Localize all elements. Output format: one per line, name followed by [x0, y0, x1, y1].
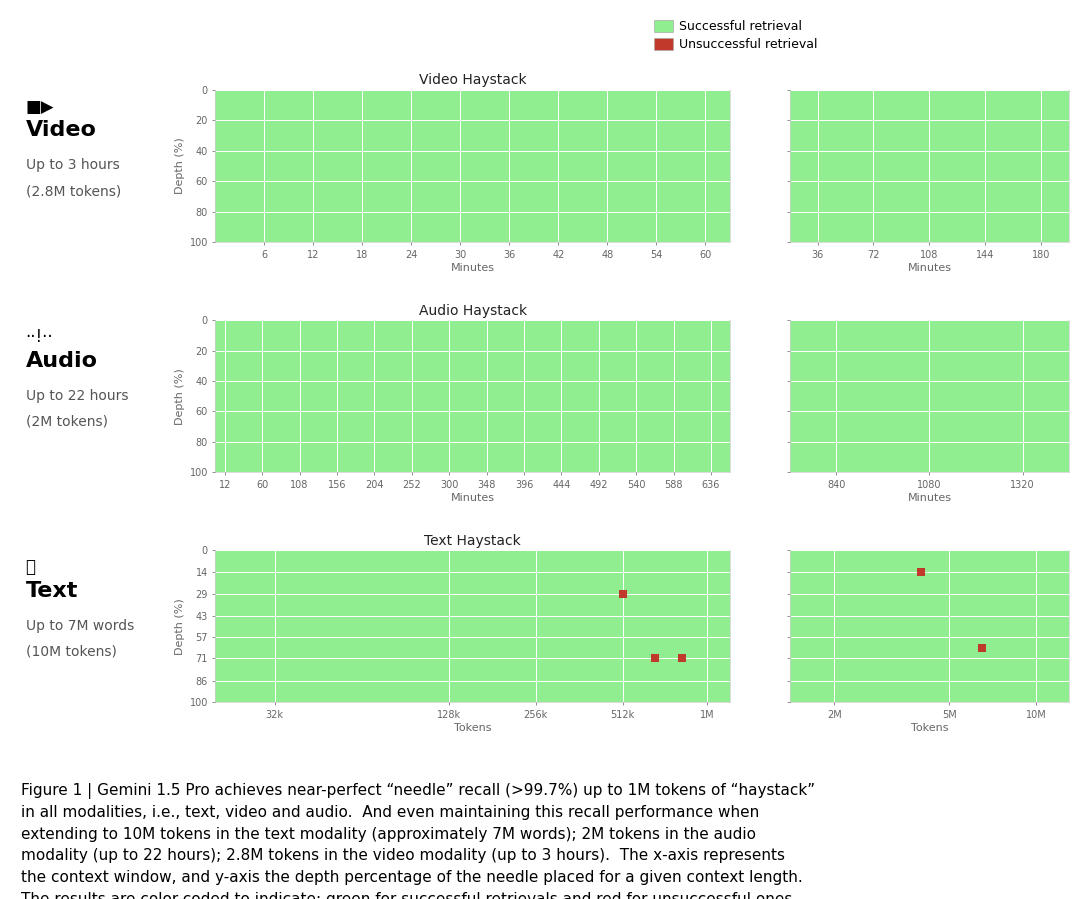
Y-axis label: Depth (%): Depth (%)	[175, 368, 186, 424]
X-axis label: Minutes: Minutes	[907, 263, 951, 272]
Y-axis label: Depth (%): Depth (%)	[175, 138, 186, 194]
Y-axis label: Depth (%): Depth (%)	[175, 598, 186, 654]
X-axis label: Minutes: Minutes	[450, 493, 495, 503]
Text: Up to 3 hours: Up to 3 hours	[26, 158, 119, 173]
Text: Up to 22 hours: Up to 22 hours	[26, 388, 129, 403]
Text: (10M tokens): (10M tokens)	[26, 645, 117, 659]
X-axis label: Tokens: Tokens	[454, 723, 491, 733]
Title: Audio Haystack: Audio Haystack	[419, 304, 527, 317]
X-axis label: Minutes: Minutes	[907, 493, 951, 503]
Text: (2M tokens): (2M tokens)	[26, 414, 108, 429]
Text: Up to 7M words: Up to 7M words	[26, 619, 134, 633]
Title: Video Haystack: Video Haystack	[419, 74, 526, 87]
Text: Audio: Audio	[26, 351, 97, 370]
Title: Text Haystack: Text Haystack	[424, 534, 521, 547]
Text: Figure 1 | Gemini 1.5 Pro achieves near-perfect “needle” recall (>99.7%) up to 1: Figure 1 | Gemini 1.5 Pro achieves near-…	[22, 782, 815, 899]
Text: Text: Text	[26, 581, 78, 601]
Text: ··!··: ··!··	[26, 327, 53, 346]
Text: ⧉: ⧉	[26, 558, 36, 576]
Legend: Successful retrieval, Unsuccessful retrieval: Successful retrieval, Unsuccessful retri…	[654, 20, 818, 51]
Text: Video: Video	[26, 120, 96, 140]
Text: (2.8M tokens): (2.8M tokens)	[26, 184, 121, 199]
X-axis label: Tokens: Tokens	[910, 723, 948, 733]
X-axis label: Minutes: Minutes	[450, 263, 495, 272]
Text: ■▶: ■▶	[26, 97, 54, 115]
